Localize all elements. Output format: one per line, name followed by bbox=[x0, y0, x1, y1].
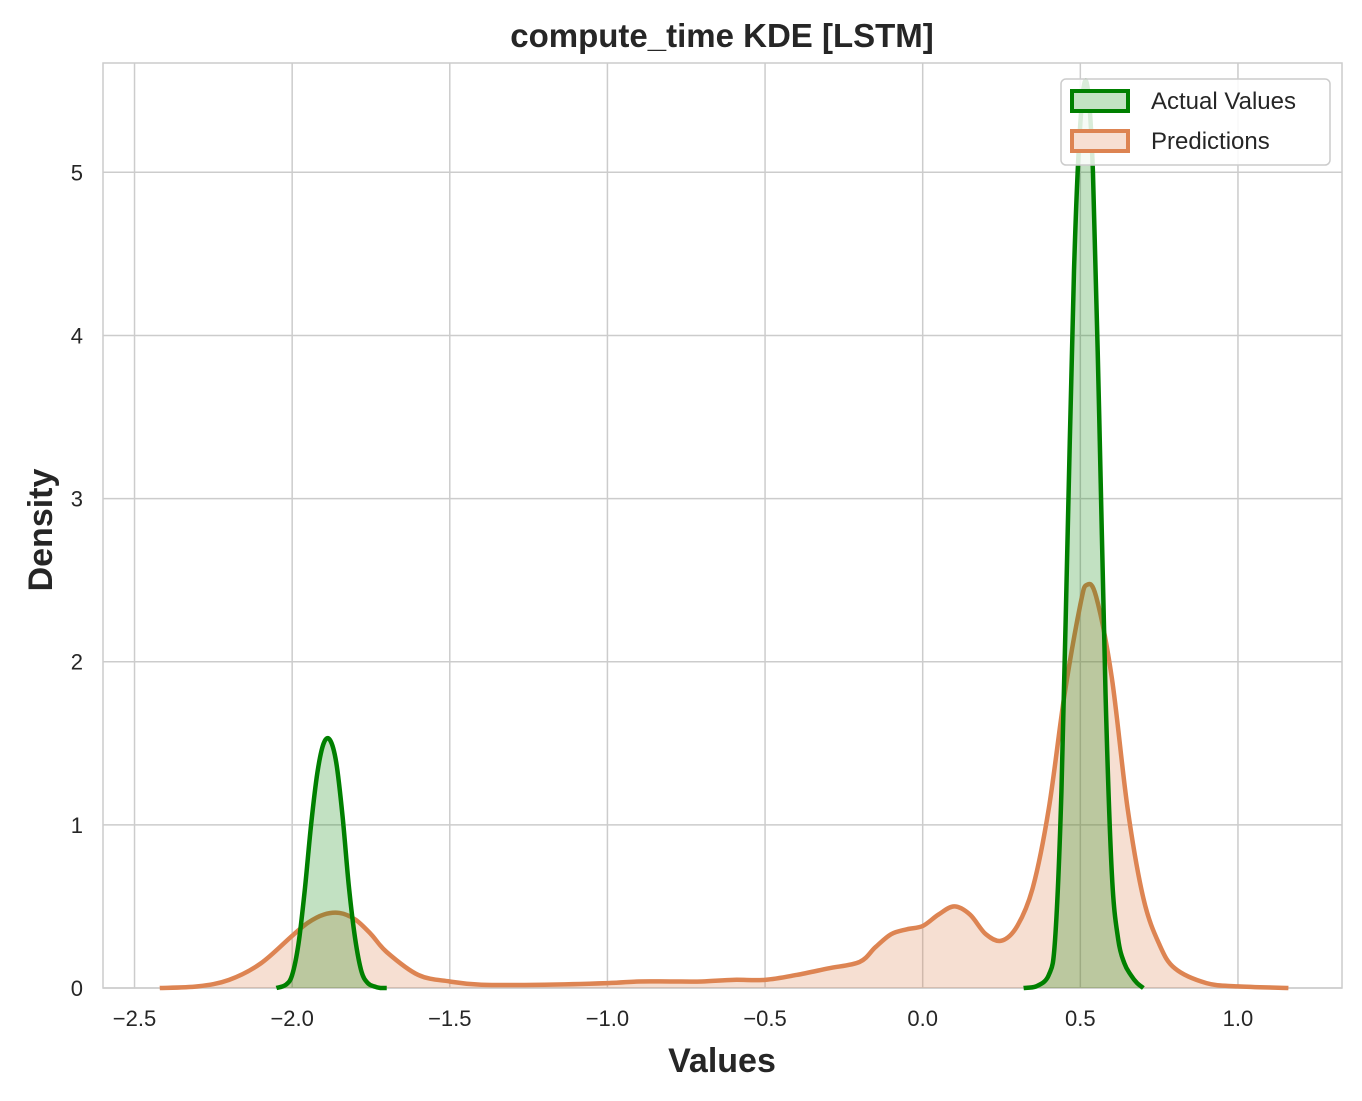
x-tick-label: −1.0 bbox=[586, 1006, 629, 1031]
x-tick-label: 0.5 bbox=[1065, 1006, 1096, 1031]
y-tick-label: 3 bbox=[71, 487, 83, 512]
y-tick-label: 0 bbox=[71, 976, 83, 1001]
x-axis-title: Values bbox=[668, 1042, 776, 1080]
plot-area bbox=[102, 62, 1343, 989]
x-tick-label: 1.0 bbox=[1223, 1006, 1254, 1031]
chart-title: compute_time KDE [LSTM] bbox=[510, 17, 934, 54]
x-tick-label: −2.5 bbox=[113, 1006, 156, 1031]
legend-swatch-actual-values bbox=[1070, 89, 1130, 113]
grid-layer bbox=[102, 62, 1343, 989]
legend-label-predictions: Predictions bbox=[1151, 128, 1270, 155]
y-tick-label: 4 bbox=[71, 323, 83, 348]
y-tick-label: 1 bbox=[71, 813, 83, 838]
x-tick-label: −1.5 bbox=[428, 1006, 471, 1031]
actual-values-area bbox=[276, 738, 387, 988]
x-tick-label: 0.0 bbox=[907, 1006, 938, 1031]
legend-label-actual-values: Actual Values bbox=[1151, 88, 1296, 115]
actual-values-area bbox=[1023, 80, 1144, 988]
series-layer bbox=[159, 78, 1289, 991]
y-tick-label: 2 bbox=[71, 650, 83, 675]
actual-values-line bbox=[275, 736, 387, 991]
legend-swatch-predictions bbox=[1070, 129, 1130, 153]
ticks-layer: −2.5 −2.0 −1.5 −1.0 −0.5 0.0 0.5 1.0 0 1 2 3 4 5 bbox=[71, 160, 1254, 1031]
y-axis-title: Density bbox=[22, 469, 60, 592]
y-tick-label: 5 bbox=[71, 160, 83, 185]
x-tick-label: −0.5 bbox=[743, 1006, 786, 1031]
legend: Actual Values Predictions bbox=[1060, 78, 1331, 166]
x-tick-label: −2.0 bbox=[270, 1006, 313, 1031]
